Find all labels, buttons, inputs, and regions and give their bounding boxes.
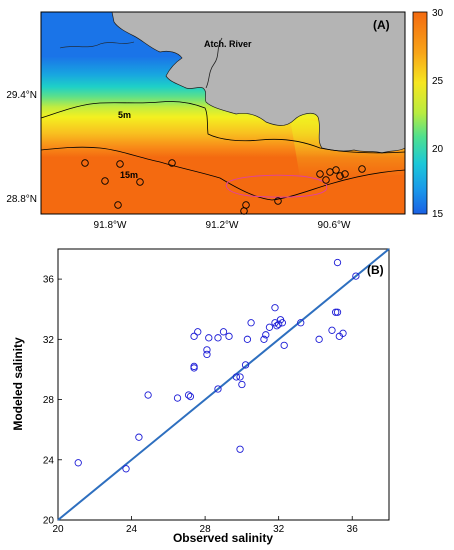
station-marker (358, 165, 366, 173)
panel-b-label: (B) (367, 263, 384, 277)
scatter-point (333, 258, 342, 267)
scatter-point (315, 335, 323, 343)
scatter-point (278, 319, 286, 327)
station-marker (168, 159, 176, 167)
colorbar-tick-label: 20 (432, 144, 444, 155)
low-salinity-contour (225, 174, 328, 198)
contour-15m (41, 146, 405, 201)
scatter-point (247, 319, 255, 327)
scatter-panel: 20 24 28 32 36 20 24 28 32 36 (B) Observed salini… (11, 248, 390, 545)
map-xtick-label: 90.6°W (318, 220, 351, 231)
station-marker (81, 159, 89, 167)
station-marker (316, 170, 324, 178)
scatter-point (194, 328, 202, 336)
y-tick-label: 24 (43, 455, 55, 466)
atchafalaya-river (205, 37, 223, 89)
scatter-point (260, 335, 268, 343)
scatter-point (265, 323, 274, 331)
scatter-point (328, 326, 336, 334)
y-tick-label: 20 (43, 516, 55, 527)
contour-label-5m: 5m (118, 110, 131, 120)
scatter-point (262, 331, 270, 339)
scatter-point (205, 334, 213, 342)
scatter-point (203, 350, 211, 359)
x-tick-label: 20 (52, 524, 64, 535)
scatter-point (173, 394, 182, 402)
map-panel: Atch. River 5m 15m (A) 91.8°W 91.2°W 90.… (6, 11, 406, 231)
station-marker (274, 197, 282, 205)
station-marker (332, 166, 340, 174)
contour-label-15m: 15m (120, 170, 138, 180)
colorbar-gradient (412, 11, 428, 215)
map-xtick-label: 91.2°W (206, 220, 239, 231)
scatter-point (225, 332, 233, 340)
map-frame (40, 11, 406, 215)
bay-shore-detail (59, 41, 135, 49)
scatter-ticks: 20 24 28 32 36 20 24 28 32 36 (43, 275, 358, 535)
scatter-point (241, 361, 250, 369)
station-marker (116, 160, 124, 168)
x-tick-label: 36 (347, 524, 359, 535)
scatter-point (184, 391, 193, 399)
y-tick-label: 28 (43, 395, 55, 406)
scatter-point (275, 320, 283, 328)
station-marker (322, 176, 330, 184)
y-tick-label: 32 (43, 335, 55, 346)
station-marker (336, 172, 344, 180)
scatter-point (219, 328, 228, 336)
colorbar: 30 25 20 15 (412, 8, 444, 220)
map-ytick-label: 29.4°N (6, 90, 37, 101)
scatter-point (214, 385, 222, 393)
scatter-point (236, 373, 244, 381)
map-xtick-label: 91.8°W (94, 220, 127, 231)
station-marker (114, 201, 122, 209)
scatter-point (339, 329, 347, 337)
scatter-point (135, 433, 143, 441)
colorbar-tick-label: 15 (432, 209, 444, 220)
scatter-point (333, 308, 342, 316)
scatter-point (297, 319, 305, 327)
station-marker (136, 178, 144, 186)
x-tick-label: 32 (273, 524, 285, 535)
scatter-point (273, 322, 281, 330)
scatter-point (271, 304, 279, 312)
panel-a-label: (A) (373, 18, 390, 32)
scatter-point (190, 332, 198, 340)
land-area (111, 12, 405, 154)
scatter-point (122, 465, 130, 473)
colorbar-tick-label: 25 (432, 76, 444, 87)
scatter-point (214, 334, 222, 342)
scatter-point (332, 308, 340, 316)
station-marker (101, 177, 109, 185)
x-tick-label: 24 (126, 524, 138, 535)
scatter-point (203, 346, 211, 354)
scatter-point (186, 392, 195, 401)
scatter-point (144, 391, 152, 399)
scatter-point (190, 362, 198, 371)
one-to-one-line (57, 248, 390, 521)
colorbar-tick-label: 30 (432, 8, 444, 19)
scatter-point (232, 373, 241, 381)
scatter-point (280, 341, 288, 350)
scatter-point (74, 459, 82, 467)
scatter-point (238, 380, 246, 389)
y-axis-title: Modeled salinity (11, 337, 25, 431)
scatter-point (352, 272, 360, 280)
river-label: Atch. River (204, 39, 252, 49)
x-tick-label: 28 (200, 524, 212, 535)
y-tick-label: 36 (43, 275, 55, 286)
station-markers (81, 159, 366, 215)
scatter-point (236, 445, 244, 453)
map-ytick-label: 28.8°N (6, 194, 37, 205)
station-marker (341, 170, 349, 178)
station-marker (242, 201, 250, 209)
scatter-points (74, 258, 360, 473)
x-axis-title: Observed salinity (173, 531, 273, 545)
contour-5m (41, 101, 405, 154)
scatter-point (243, 335, 252, 343)
